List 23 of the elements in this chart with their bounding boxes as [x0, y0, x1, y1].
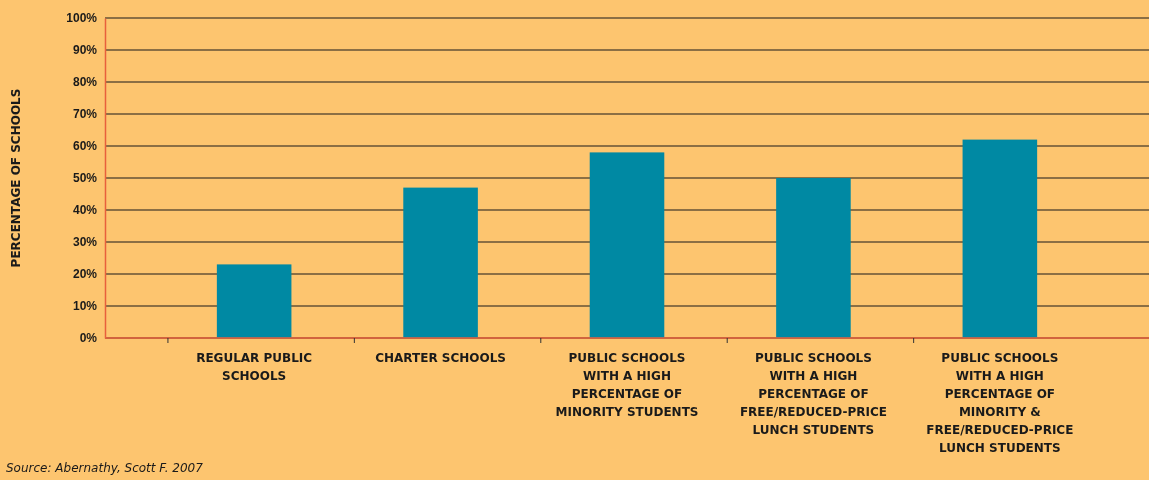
- bar: [403, 187, 478, 338]
- bar: [216, 264, 292, 338]
- y-tick-label: 80%: [72, 75, 98, 90]
- x-tick-label: PUBLIC SCHOOLS WITH A HIGH PERCENTAGE OF MINORITY STUDENTS: [555, 351, 699, 419]
- y-tick-label: 90%: [72, 43, 98, 58]
- y-tick-label: 20%: [72, 267, 98, 282]
- source-note: Source: Abernathy, Scott F. 2007: [6, 461, 204, 475]
- y-axis-title: PERCENTAGE OF SCHOOLS: [9, 88, 23, 268]
- y-tick-label: 10%: [72, 299, 98, 314]
- x-tick-label: PUBLIC SCHOOLS WITH A HIGH PERCENTAGE OF MINORITY & FREE/REDUCED-PRICE LUNCH STUDENTS: [926, 351, 1074, 455]
- bar: [962, 139, 1038, 338]
- bar: [776, 178, 851, 338]
- bar: [589, 152, 665, 338]
- x-tick-label: REGULAR PUBLIC SCHOOLS: [196, 351, 313, 383]
- x-tick-label: PUBLIC SCHOOLS WITH A HIGH PERCENTAGE OF FREE/REDUCED-PRICE LUNCH STUDENTS: [739, 351, 887, 437]
- y-tick-label: 70%: [72, 107, 98, 122]
- y-tick-label: 100%: [66, 11, 98, 26]
- y-tick-label: 60%: [72, 139, 98, 154]
- y-tick-label: 40%: [72, 203, 98, 218]
- y-tick-label: 50%: [72, 171, 98, 186]
- x-tick-label: CHARTER SCHOOLS: [375, 351, 506, 365]
- y-tick-label: 0%: [79, 331, 98, 346]
- y-tick-label: 30%: [72, 235, 98, 250]
